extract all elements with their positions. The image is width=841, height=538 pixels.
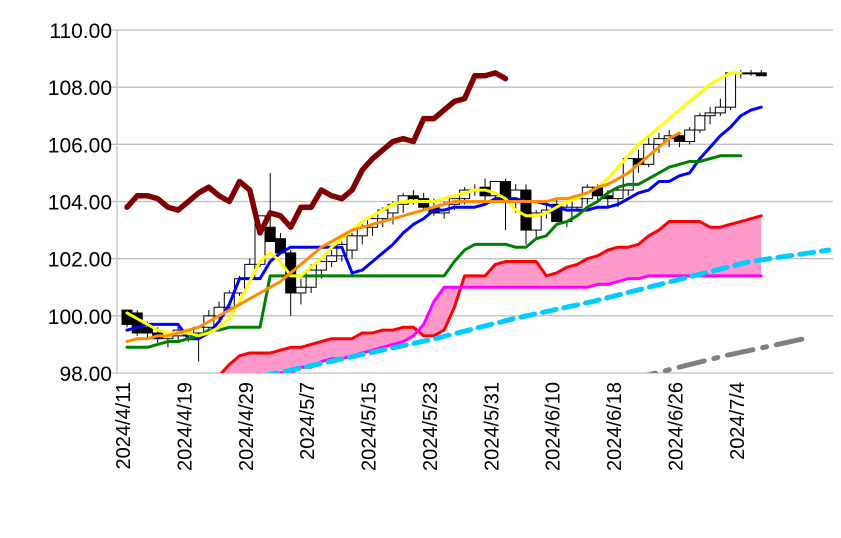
series-kijun (125, 154, 743, 349)
x-tick-label: 2024/5/7 (297, 382, 319, 460)
x-tick-label: 2024/7/4 (727, 382, 749, 460)
series-sma2 (125, 131, 681, 344)
candle-body (612, 189, 624, 200)
x-tick-label: 2024/6/26 (665, 382, 687, 471)
candle-body (315, 261, 327, 271)
candle-body (407, 195, 419, 200)
x-axis: 2024/4/11 2024/4/19 2024/4/29 2024/5/7 2024/… (113, 382, 749, 471)
candle-body (264, 226, 276, 243)
series-trend1 (263, 247, 832, 373)
candle-body (755, 72, 767, 77)
y-tick-label: 106.00 (48, 134, 112, 157)
candle-body (295, 286, 307, 294)
series-trend2 (645, 336, 807, 373)
series-sma (125, 71, 743, 338)
candle-body (305, 269, 317, 288)
candle-body (530, 212, 542, 231)
candle-body (346, 235, 358, 251)
series-lines (124, 70, 832, 373)
candle-body (684, 129, 696, 142)
x-tick-label: 2024/5/15 (359, 382, 381, 471)
candle-body (745, 72, 757, 75)
ichimoku-cloud (221, 215, 762, 373)
series-tenkan (125, 105, 763, 341)
x-tick-label: 2024/6/10 (543, 382, 565, 471)
cloud-fill (221, 215, 762, 373)
candle-body (520, 189, 532, 231)
y-tick-label: 104.00 (48, 192, 112, 215)
x-tick-label: 2024/6/18 (604, 382, 626, 471)
y-tick-label: 98.00 (59, 363, 112, 386)
candle-body (673, 135, 685, 142)
y-tick-label: 110.00 (49, 20, 112, 43)
series-senkoua (219, 214, 763, 373)
x-tick-label: 2024/5/31 (481, 382, 503, 471)
x-tick-label: 2024/5/23 (420, 382, 442, 471)
y-tick-label: 108.00 (48, 77, 112, 100)
candle-body (704, 112, 716, 117)
x-tick-label: 2024/4/11 (113, 382, 135, 470)
x-tick-label: 2024/4/19 (174, 382, 196, 471)
y-tick-label: 100.00 (48, 306, 112, 329)
candle-body (141, 326, 153, 334)
x-tick-label: 2024/4/29 (236, 382, 258, 471)
series-chikou (124, 70, 509, 236)
candle-body (714, 106, 726, 114)
candle-body (725, 72, 737, 108)
y-axis: 98.00 100.00 102.00 104.00 106.00 108.00 110.0… (48, 20, 112, 386)
candle-body (694, 115, 706, 131)
candle-body (326, 255, 338, 263)
y-tick-label: 102.00 (48, 249, 112, 272)
